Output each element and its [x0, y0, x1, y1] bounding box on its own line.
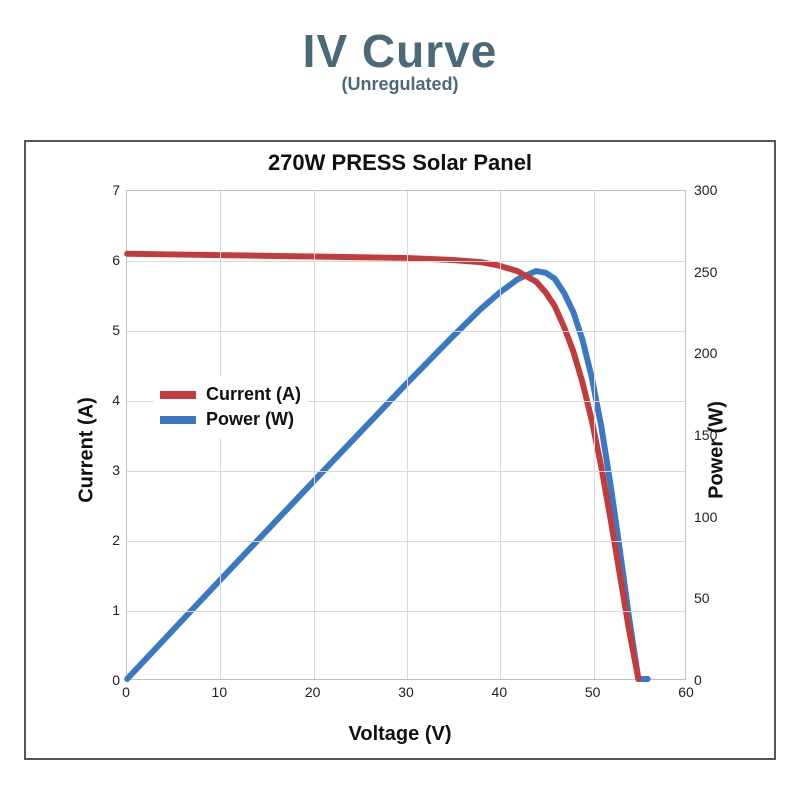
y-left-tick-label: 1	[80, 602, 120, 618]
grid-line	[127, 331, 685, 332]
y-left-tick-label: 2	[80, 532, 120, 548]
legend-swatch	[160, 416, 196, 424]
y-right-tick-label: 250	[694, 264, 734, 280]
x-tick-label: 50	[578, 684, 608, 700]
grid-line	[500, 191, 501, 679]
x-tick-label: 10	[204, 684, 234, 700]
x-tick-label: 0	[111, 684, 141, 700]
y-left-tick-label: 4	[80, 392, 120, 408]
grid-line	[127, 541, 685, 542]
y-left-tick-label: 3	[80, 462, 120, 478]
page-root: IV Curve (Unregulated) 270W PRESS Solar …	[0, 0, 800, 800]
x-tick-label: 40	[484, 684, 514, 700]
y-left-tick-label: 7	[80, 182, 120, 198]
y-right-tick-label: 50	[694, 590, 734, 606]
legend: Current (A) Power (W)	[154, 376, 307, 438]
legend-swatch	[160, 391, 196, 399]
chart-container: 270W PRESS Solar Panel Current (A) Power…	[24, 140, 776, 760]
y-left-tick-label: 5	[80, 322, 120, 338]
legend-item: Power (W)	[160, 409, 301, 430]
y-right-tick-label: 100	[694, 509, 734, 525]
legend-item: Current (A)	[160, 384, 301, 405]
series-line	[127, 271, 648, 679]
y-left-axis-label: Current (A)	[75, 397, 98, 503]
grid-line	[594, 191, 595, 679]
y-right-tick-label: 200	[694, 345, 734, 361]
series-line	[127, 254, 638, 679]
grid-line	[314, 191, 315, 679]
legend-label: Current (A)	[206, 384, 301, 405]
grid-line	[407, 191, 408, 679]
x-tick-label: 60	[671, 684, 701, 700]
grid-line	[127, 471, 685, 472]
grid-line	[127, 261, 685, 262]
x-tick-label: 20	[298, 684, 328, 700]
y-left-tick-label: 6	[80, 252, 120, 268]
chart-title: 270W PRESS Solar Panel	[26, 150, 774, 176]
y-right-axis-label: Power (W)	[706, 401, 729, 499]
legend-label: Power (W)	[206, 409, 294, 430]
page-subtitle: (Unregulated)	[0, 74, 800, 95]
y-right-tick-label: 300	[694, 182, 734, 198]
grid-line	[127, 611, 685, 612]
page-title: IV Curve	[0, 24, 800, 78]
x-tick-label: 30	[391, 684, 421, 700]
title-block: IV Curve (Unregulated)	[0, 0, 800, 95]
y-right-tick-label: 150	[694, 427, 734, 443]
x-axis-label: Voltage (V)	[349, 723, 452, 746]
